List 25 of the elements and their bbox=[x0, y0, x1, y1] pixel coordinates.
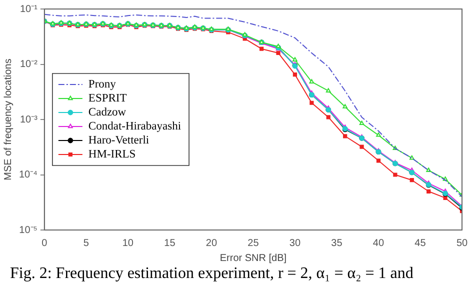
x-axis-title: Error SNR [dB] bbox=[220, 252, 287, 264]
y-tick-label: 10⁻³ bbox=[20, 114, 38, 126]
legend-label: ESPRIT bbox=[88, 92, 127, 105]
x-tick-label: 40 bbox=[372, 238, 384, 249]
x-tick-label: 30 bbox=[289, 238, 301, 249]
legend-label: HM-IRLS bbox=[88, 148, 136, 161]
caption: Fig. 2: Frequency estimation experiment, r = 2, α₁ = α₂ = 1 and bbox=[9, 264, 414, 284]
x-tick-label: 25 bbox=[248, 238, 260, 249]
y-tick-label: 10⁻⁵ bbox=[19, 224, 38, 236]
y-tick-label: 10⁻² bbox=[20, 59, 38, 70]
y-tick-label: 10⁻⁴ bbox=[19, 170, 38, 180]
x-tick-label: 35 bbox=[331, 238, 343, 249]
y-axis-title: MSE of frequency locations bbox=[2, 58, 14, 180]
x-tick-label: 50 bbox=[456, 238, 468, 249]
x-tick-label: 15 bbox=[164, 238, 176, 249]
x-tick-label: 0 bbox=[42, 238, 48, 249]
x-tick-label: 45 bbox=[414, 238, 426, 249]
legend-label: Cadzow bbox=[88, 106, 127, 119]
legend-label: Prony bbox=[88, 78, 116, 91]
x-tick-label: 5 bbox=[83, 238, 90, 249]
legend-label: Condat-Hirabayashi bbox=[88, 120, 182, 133]
legend-label: Haro-Vetterli bbox=[88, 134, 150, 147]
x-tick-label: 20 bbox=[206, 238, 218, 249]
x-tick-label: 10 bbox=[122, 238, 134, 249]
y-tick-label: 10⁻¹ bbox=[20, 4, 38, 15]
